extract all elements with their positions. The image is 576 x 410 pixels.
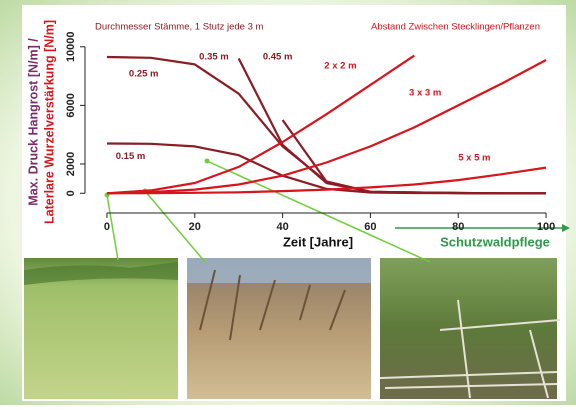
series-label: 0.25 m xyxy=(129,68,159,79)
x-tick-label: 80 xyxy=(452,221,464,233)
photos xyxy=(24,258,561,399)
x-tick-label: 40 xyxy=(276,221,288,233)
series-line xyxy=(281,119,546,195)
chart-title: Durchmesser Stämme, 1 Stutz jede 3 m xyxy=(95,22,264,33)
y-tick-label: 10000 xyxy=(65,31,77,62)
series-line xyxy=(106,54,415,195)
y-axis-label: Max. Druck Hangrost [N/m] / xyxy=(26,38,40,206)
series-label: 2 x 2 m xyxy=(324,60,356,71)
series-line xyxy=(106,166,547,195)
series-label: 0.15 m xyxy=(116,151,146,162)
x-tick-label: 60 xyxy=(364,221,376,233)
x-tick-label: 100 xyxy=(537,221,555,233)
y-axis-label: Laterlare Wurzelverstärkung [N/m] xyxy=(42,20,56,224)
series-label: 0.45 m xyxy=(263,52,293,63)
x-tick-label: 0 xyxy=(104,221,110,233)
series-label: 3 x 3 m xyxy=(409,87,441,98)
annotation: Schutzwaldpflege xyxy=(440,234,550,249)
y-tick-label: 6000 xyxy=(65,93,77,117)
arrow-head xyxy=(562,224,570,232)
series-label: 5 x 5 m xyxy=(458,153,490,164)
x-tick-label: 20 xyxy=(189,221,201,233)
x-axis-label: Zeit [Jahre] xyxy=(283,234,353,249)
chart-subtitle: Abstand Zwischen Stecklingen/Pflanzen xyxy=(371,22,540,33)
series-label: 0.35 m xyxy=(199,52,229,63)
y-tick-label: 2000 xyxy=(65,152,77,176)
connectors xyxy=(106,160,431,263)
plot-area xyxy=(106,54,547,195)
series-line xyxy=(106,59,547,195)
y-tick-label: 0 xyxy=(65,190,77,196)
